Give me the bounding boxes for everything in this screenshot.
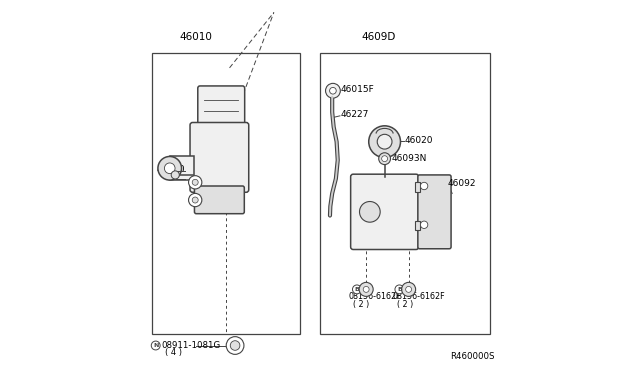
FancyBboxPatch shape <box>198 86 244 125</box>
Text: 08156-6162F: 08156-6162F <box>393 292 445 301</box>
Text: 46093N: 46093N <box>392 154 428 163</box>
Circle shape <box>363 286 369 292</box>
Circle shape <box>369 126 401 158</box>
Circle shape <box>353 285 362 294</box>
Text: 46020: 46020 <box>405 137 433 145</box>
Circle shape <box>230 341 240 350</box>
Circle shape <box>189 176 202 189</box>
Circle shape <box>189 193 202 207</box>
FancyBboxPatch shape <box>351 174 419 250</box>
Circle shape <box>158 157 182 180</box>
Circle shape <box>377 134 392 149</box>
Text: 08911-1081G: 08911-1081G <box>161 341 221 350</box>
Circle shape <box>420 182 428 190</box>
FancyBboxPatch shape <box>195 186 244 214</box>
Circle shape <box>420 221 428 228</box>
Bar <box>320 53 490 334</box>
Text: 46070: 46070 <box>157 165 186 174</box>
Text: B: B <box>397 287 402 292</box>
Bar <box>152 53 300 334</box>
Bar <box>415 182 420 192</box>
Text: 46092: 46092 <box>447 179 476 187</box>
FancyBboxPatch shape <box>190 122 249 192</box>
Bar <box>415 221 420 230</box>
Text: 46048: 46048 <box>420 235 449 244</box>
Text: 46227: 46227 <box>340 110 369 119</box>
Text: 4609D: 4609D <box>362 32 396 42</box>
Circle shape <box>151 341 160 350</box>
Circle shape <box>172 171 179 179</box>
Circle shape <box>395 285 404 294</box>
FancyBboxPatch shape <box>418 175 451 249</box>
Bar <box>170 157 195 180</box>
Text: R460000S: R460000S <box>450 352 494 361</box>
Circle shape <box>192 197 198 203</box>
Circle shape <box>226 337 244 355</box>
Circle shape <box>330 87 336 94</box>
Text: ( 2 ): ( 2 ) <box>397 300 413 309</box>
Text: ( 4 ): ( 4 ) <box>165 348 182 357</box>
Text: 08156-6162F: 08156-6162F <box>349 292 401 301</box>
Text: 46010: 46010 <box>180 32 212 42</box>
Text: 46015F: 46015F <box>340 85 374 94</box>
Circle shape <box>164 163 175 174</box>
Circle shape <box>326 83 340 98</box>
Circle shape <box>381 156 388 161</box>
Circle shape <box>406 286 412 292</box>
Text: N: N <box>153 343 158 348</box>
Circle shape <box>192 179 198 185</box>
Circle shape <box>379 153 390 164</box>
Circle shape <box>401 282 415 296</box>
Circle shape <box>360 202 380 222</box>
Circle shape <box>359 282 373 296</box>
Text: B: B <box>355 287 359 292</box>
Text: ( 2 ): ( 2 ) <box>353 300 369 309</box>
